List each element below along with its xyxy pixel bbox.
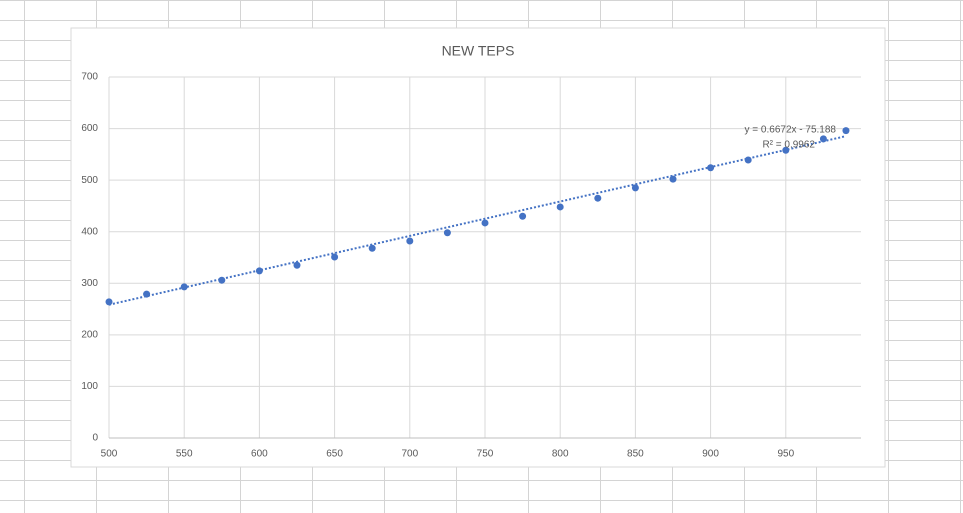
x-tick-label: 650 bbox=[326, 449, 343, 460]
x-tick-label: 600 bbox=[251, 449, 268, 460]
data-point bbox=[707, 164, 715, 172]
data-point bbox=[443, 229, 451, 237]
data-point bbox=[556, 203, 564, 211]
y-tick-label: 500 bbox=[81, 175, 98, 186]
x-tick-label: 500 bbox=[101, 449, 118, 460]
data-point bbox=[669, 175, 677, 183]
x-tick-label: 850 bbox=[627, 449, 644, 460]
data-point bbox=[842, 127, 850, 135]
chart-area bbox=[70, 27, 886, 468]
data-point bbox=[519, 212, 527, 220]
data-point bbox=[143, 290, 151, 298]
chart-title: NEW TEPS bbox=[442, 43, 515, 59]
data-point bbox=[105, 298, 113, 306]
data-point bbox=[631, 184, 639, 192]
data-point bbox=[744, 156, 752, 164]
x-tick-label: 700 bbox=[401, 449, 418, 460]
x-tick-label: 800 bbox=[552, 449, 569, 460]
data-point bbox=[782, 146, 790, 154]
x-tick-label: 950 bbox=[777, 449, 794, 460]
trendline-equation: y = 0.6672x - 75.188 bbox=[745, 125, 837, 136]
data-point bbox=[180, 283, 188, 291]
y-tick-label: 0 bbox=[92, 433, 98, 444]
x-tick-label: 550 bbox=[176, 449, 193, 460]
data-point bbox=[819, 135, 827, 143]
data-point bbox=[594, 194, 602, 202]
data-point bbox=[255, 267, 263, 275]
y-tick-label: 700 bbox=[81, 72, 98, 83]
x-tick-label: 900 bbox=[702, 449, 719, 460]
x-tick-label: 750 bbox=[477, 449, 494, 460]
y-tick-label: 200 bbox=[81, 329, 98, 340]
y-tick-label: 600 bbox=[81, 123, 98, 134]
data-point bbox=[218, 276, 226, 284]
data-point bbox=[331, 253, 339, 261]
y-tick-label: 300 bbox=[81, 278, 98, 289]
y-tick-label: 100 bbox=[81, 381, 98, 392]
data-point bbox=[481, 219, 489, 227]
trendline-r2: R² = 0.9962 bbox=[762, 140, 815, 151]
data-point bbox=[293, 261, 301, 269]
y-tick-label: 400 bbox=[81, 226, 98, 237]
data-point bbox=[368, 244, 376, 252]
data-point bbox=[406, 237, 414, 245]
